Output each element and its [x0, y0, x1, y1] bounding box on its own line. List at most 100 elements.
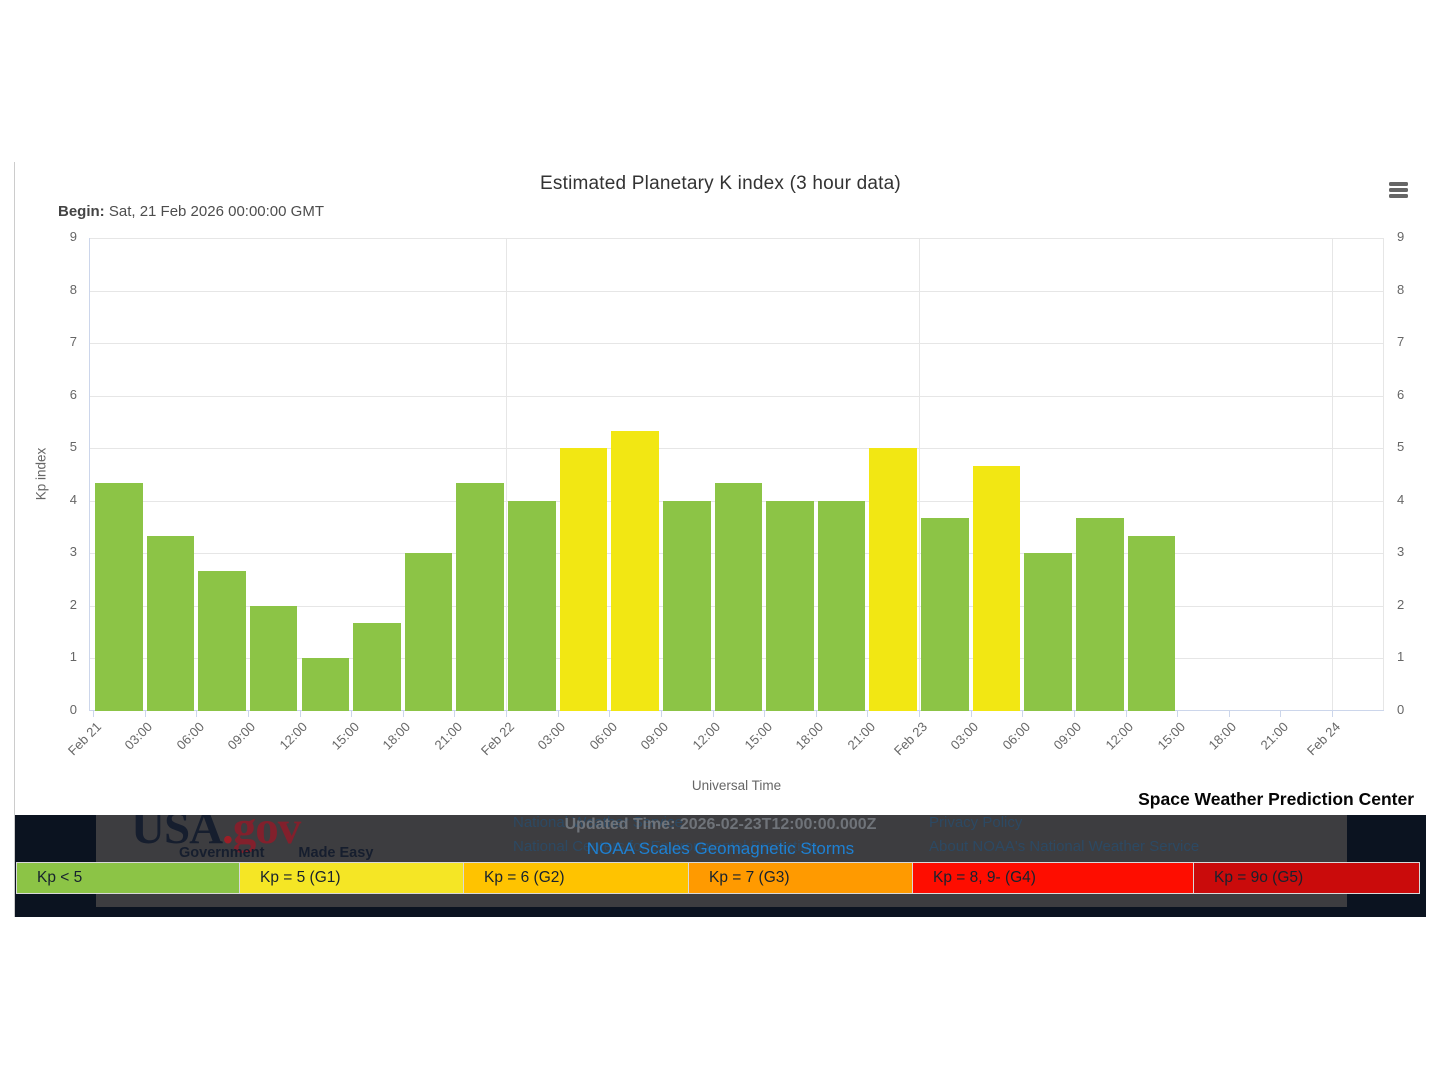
- kp-bar[interactable]: [662, 500, 711, 711]
- x-tick-mark: [402, 711, 404, 717]
- footer-link[interactable]: About NOAA's National Weather Service: [929, 838, 1200, 855]
- footer-link-item: National Weather Service: [513, 815, 817, 835]
- y-gridline: [89, 238, 1384, 239]
- y-axis-label: 6: [69, 386, 77, 402]
- footer-link-item: National Centers for Environmental Predi…: [513, 835, 817, 859]
- kp-bar[interactable]: [301, 658, 350, 711]
- x-axis-label: 15:00: [741, 719, 775, 753]
- x-axis-label: 06:00: [999, 719, 1033, 753]
- kp-bar[interactable]: [1075, 518, 1124, 711]
- begin-value: Sat, 21 Feb 2026 00:00:00 GMT: [108, 203, 324, 220]
- kp-bar[interactable]: [198, 570, 246, 711]
- x-tick-mark: [919, 711, 921, 717]
- x-axis-label: 03:00: [121, 719, 156, 753]
- legend-segment: Kp = 8, 9- (G4): [912, 862, 1194, 894]
- usagov-tagline-right: Made Easy: [298, 845, 374, 861]
- y-axis-label: 0: [1397, 702, 1405, 717]
- y-axis-label: 5: [69, 439, 77, 455]
- y-axis-label: 9: [69, 229, 77, 244]
- x-tick-mark: [1022, 711, 1024, 717]
- x-tick-mark: [144, 711, 146, 717]
- usagov-logo[interactable]: USA.gov Government Made Easy: [131, 815, 373, 861]
- kp-bar[interactable]: [972, 465, 1021, 711]
- legend-segment: Kp = 7 (G3): [688, 862, 913, 894]
- x-axis-label: Feb 24: [1303, 719, 1343, 759]
- x-axis-label: 18:00: [379, 719, 414, 753]
- kp-bar[interactable]: [1127, 536, 1176, 711]
- x-tick-mark: [1280, 711, 1282, 717]
- y-axis-label: 2: [69, 596, 77, 612]
- y-axis-label: 5: [1397, 439, 1405, 455]
- kp-bar[interactable]: [766, 500, 814, 711]
- kp-bar[interactable]: [508, 500, 556, 711]
- kp-color-legend: Kp < 5 Kp = 5 (G1) Kp = 6 (G2) Kp = 7 (G3) K…: [16, 862, 1425, 894]
- y-axis-label: 9: [1397, 229, 1405, 244]
- kp-bar[interactable]: [95, 483, 143, 711]
- x-axis-label: 03:00: [947, 719, 982, 753]
- noaa-scales-link-row: NOAA Scales Geomagnetic Storms: [15, 839, 1426, 859]
- x-tick-mark: [351, 711, 353, 717]
- kp-bar[interactable]: [921, 518, 969, 711]
- x-axis-label: 21:00: [1257, 719, 1292, 753]
- x-axis-label: 06:00: [586, 719, 620, 753]
- plot-area: 0 0 1 1 2 2 3 3 4 4 5 5 6 6 7 7 8 8 9 9 Feb 21 03:00 06:00 09:0…: [64, 229, 1404, 758]
- day-gridline: [1332, 238, 1334, 711]
- noaa-scales-link[interactable]: NOAA Scales Geomagnetic Storms: [586, 839, 855, 858]
- y-axis-title: Kp index: [33, 447, 49, 501]
- kp-bar[interactable]: [146, 536, 195, 711]
- y-axis-label: 4: [69, 491, 77, 507]
- x-axis-label: 15:00: [1154, 719, 1188, 753]
- legend-segment: Kp < 5: [16, 862, 240, 894]
- y-axis-label: 3: [1397, 544, 1405, 560]
- day-gridline: [506, 238, 508, 711]
- footer-link[interactable]: National Weather Service: [513, 815, 683, 831]
- kp-bar[interactable]: [714, 483, 763, 711]
- x-tick-mark: [712, 711, 714, 717]
- usagov-usa: USA: [131, 815, 223, 854]
- kp-bar[interactable]: [869, 448, 918, 711]
- x-axis-label: 09:00: [637, 719, 672, 753]
- footer-link[interactable]: Privacy Policy: [929, 815, 1023, 831]
- x-tick-mark: [1228, 711, 1230, 717]
- day-gridline: [919, 238, 921, 711]
- y-axis-label: 1: [69, 649, 77, 665]
- y-axis-label: 4: [1397, 491, 1405, 507]
- usagov-dot: .: [222, 815, 234, 854]
- y-axis-label: 6: [1397, 386, 1405, 402]
- y-axis-line-right: [1383, 238, 1384, 711]
- y-axis-label: 2: [1397, 596, 1405, 612]
- kp-index-panel: Estimated Planetary K index (3 hour data…: [14, 162, 1426, 917]
- x-axis-label: 09:00: [1050, 719, 1085, 753]
- x-tick-mark: [247, 711, 249, 717]
- y-gridline: [89, 395, 1384, 397]
- y-gridline: [89, 290, 1384, 292]
- x-tick-mark: [764, 711, 766, 717]
- x-axis-label: Feb 22: [477, 719, 517, 759]
- x-axis-label: 06:00: [173, 719, 207, 753]
- footer-link[interactable]: National Centers for Environmental Predi…: [513, 838, 818, 855]
- x-tick-mark: [815, 711, 817, 717]
- y-axis-label: 0: [69, 702, 77, 717]
- usagov-gov: gov: [232, 815, 301, 854]
- y-axis-label: 7: [1397, 334, 1405, 350]
- kp-bar[interactable]: [817, 500, 866, 711]
- x-axis-label: 12:00: [689, 719, 724, 753]
- hamburger-icon[interactable]: [1389, 182, 1408, 198]
- kp-bar[interactable]: [353, 623, 401, 711]
- x-axis-label: 03:00: [534, 719, 569, 753]
- kp-bar[interactable]: [559, 448, 608, 711]
- x-tick-mark: [93, 711, 94, 717]
- kp-bar[interactable]: [611, 430, 659, 711]
- x-axis-label: 12:00: [1102, 719, 1137, 753]
- x-axis-label: 18:00: [792, 719, 827, 753]
- y-axis-label: 8: [1397, 281, 1405, 297]
- kp-bar[interactable]: [404, 553, 453, 711]
- usagov-tagline-left: Government: [179, 845, 265, 861]
- y-axis-line: [89, 238, 90, 711]
- x-tick-mark: [1125, 711, 1127, 717]
- x-axis-label: 15:00: [328, 719, 362, 753]
- kp-bar[interactable]: [1024, 553, 1072, 711]
- kp-bar[interactable]: [249, 605, 298, 711]
- kp-bar[interactable]: [456, 483, 504, 711]
- y-axis-label: 8: [69, 281, 77, 297]
